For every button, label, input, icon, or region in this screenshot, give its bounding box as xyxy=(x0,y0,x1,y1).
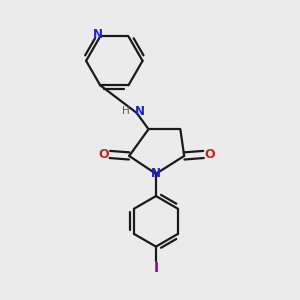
Text: O: O xyxy=(205,148,215,161)
Text: N: N xyxy=(135,105,145,118)
Text: N: N xyxy=(151,167,161,180)
Text: O: O xyxy=(98,148,109,161)
Text: N: N xyxy=(93,28,103,41)
Text: I: I xyxy=(153,261,158,275)
Text: H: H xyxy=(122,106,130,116)
